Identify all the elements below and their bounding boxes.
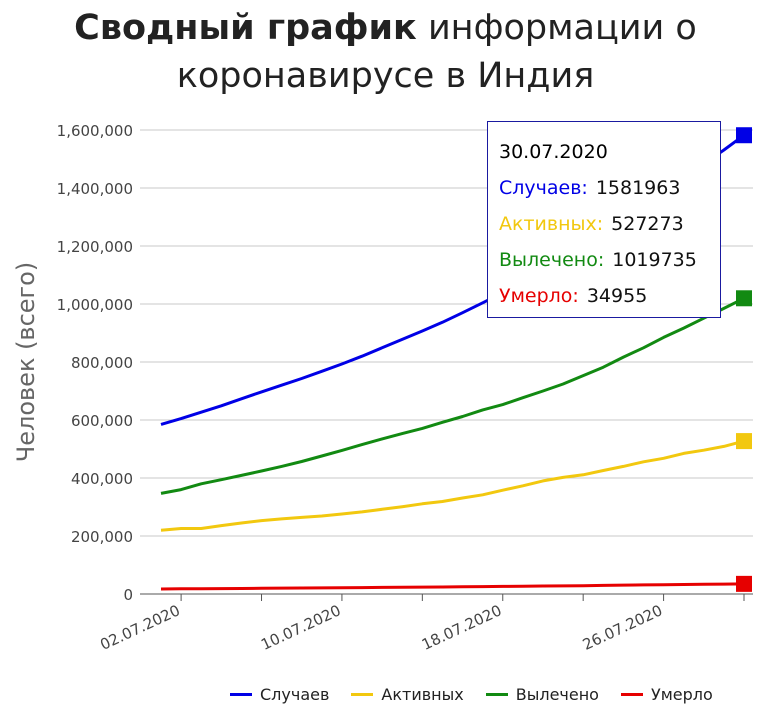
tooltip: 30.07.2020 Случаев: 1581963 Активных: 5272… [487, 121, 721, 318]
y-tick-label: 600,000 [71, 412, 133, 430]
x-tick-label: 10.07.2020 [258, 601, 343, 654]
legend-item-deaths[interactable]: Умерло [620, 684, 713, 704]
tooltip-row-recovered: Вылечено: 1019735 [499, 242, 720, 278]
tooltip-date: 30.07.2020 [499, 141, 608, 163]
end-marker-active [736, 433, 752, 450]
series-line-active [160, 439, 745, 532]
tooltip-active-value: 527273 [611, 213, 684, 235]
x-tick-label: 18.07.2020 [419, 601, 504, 654]
tooltip-active-label: Активных: [499, 213, 604, 235]
chart-title: Сводный график информации о коронавирусе… [0, 4, 771, 100]
legend-swatch-recovered [485, 692, 508, 696]
y-tick-label: 0 [123, 586, 133, 604]
end-marker-cases [736, 127, 752, 144]
y-tick-label: 400,000 [71, 470, 133, 488]
legend-swatch-cases [230, 692, 252, 696]
tooltip-deaths-value: 34955 [586, 285, 648, 307]
chart-title-rest: информации о [427, 8, 697, 48]
chart-title-bold: Сводный график [74, 8, 417, 48]
end-marker-recovered [736, 290, 752, 307]
legend-label-recovered: Вылечено [515, 684, 599, 704]
tooltip-deaths-label: Умерло: [499, 285, 579, 307]
series-line-recovered [160, 296, 745, 495]
tooltip-cases-label: Случаев: [499, 177, 588, 199]
legend-item-cases[interactable]: Случаев [230, 685, 329, 704]
legend-item-recovered[interactable]: Вылечено [485, 684, 599, 704]
x-tick-label: 02.07.2020 [97, 601, 182, 654]
tooltip-recovered-value: 1019735 [612, 249, 697, 271]
y-tick-label: 1,200,000 [57, 238, 133, 256]
tooltip-cases-value: 1581963 [595, 177, 681, 199]
legend-label-active: Активных [381, 684, 464, 704]
y-tick-label: 1,400,000 [57, 180, 133, 198]
series-line-deaths [160, 582, 745, 591]
y-axis-label: Человек (всего) [12, 262, 40, 462]
legend-swatch-active [351, 692, 374, 696]
chart-title-line2: коронавирусе в Индия [176, 56, 595, 96]
legend-item-active[interactable]: Активных [351, 684, 464, 704]
y-tick-label: 200,000 [71, 528, 133, 546]
end-marker-deaths [736, 575, 752, 592]
legend-swatch-deaths [620, 692, 643, 696]
tooltip-row-cases: Случаев: 1581963 [499, 170, 720, 206]
legend: Случаев Активных Вылечено Умерло [230, 682, 735, 706]
tooltip-row-deaths: Умерло: 34955 [499, 278, 720, 314]
legend-label-deaths: Умерло [650, 684, 713, 704]
tooltip-recovered-label: Вылечено: [499, 249, 605, 271]
y-tick-label: 1,000,000 [57, 296, 133, 314]
legend-label-cases: Случаев [260, 684, 330, 704]
y-tick-label: 1,600,000 [57, 122, 133, 140]
chart-title-line1: Сводный график информации о [0, 4, 771, 52]
x-tick-label: 26.07.2020 [580, 601, 665, 654]
y-tick-label: 800,000 [71, 354, 133, 372]
tooltip-row-active: Активных: 527273 [499, 206, 720, 242]
